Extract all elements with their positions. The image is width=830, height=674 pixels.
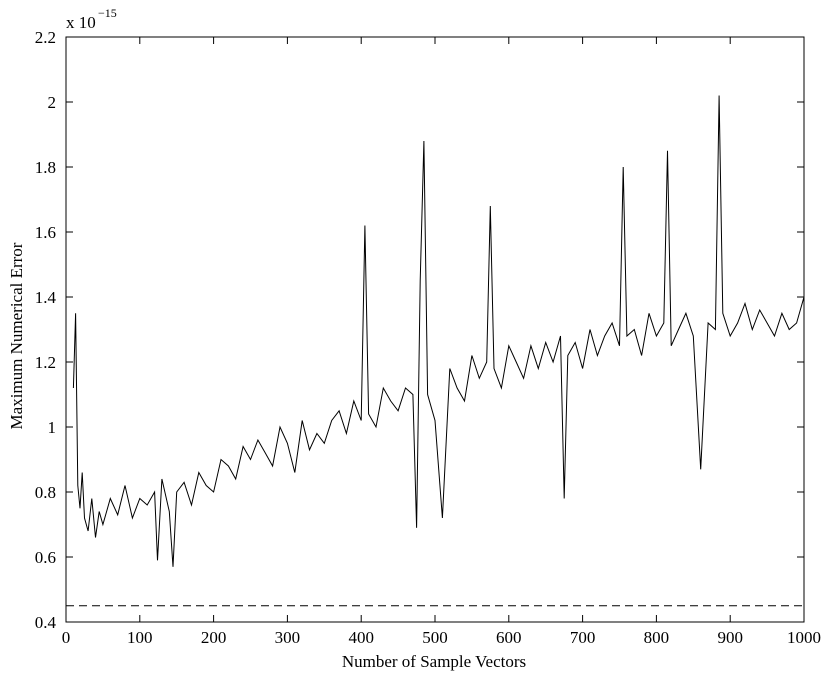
x-tick-label: 400 (348, 628, 374, 647)
x-tick-label: 500 (422, 628, 448, 647)
x-tick-label: 100 (127, 628, 153, 647)
y-tick-label: 2.2 (35, 28, 56, 47)
y-tick-label: 1 (48, 418, 57, 437)
tick-marks (65, 36, 805, 623)
x-tick-label: 0 (62, 628, 71, 647)
y-tick-label: 1.8 (35, 158, 56, 177)
x-tick-label: 900 (717, 628, 743, 647)
x-tick-label: 200 (201, 628, 227, 647)
x-tick-label: 1000 (787, 628, 821, 647)
y-axis-label: Maximum Numerical Error (7, 242, 26, 429)
x-tick-label: 600 (496, 628, 522, 647)
y-tick-label: 1.4 (35, 288, 57, 307)
y-tick-label: 1.2 (35, 353, 56, 372)
y-tick-label: 0.4 (35, 613, 57, 632)
y-tick-label: 2 (48, 93, 57, 112)
y-multiplier-exponent: −15 (98, 6, 117, 20)
x-tick-label: 800 (644, 628, 670, 647)
x-tick-label: 300 (275, 628, 301, 647)
y-tick-label: 1.6 (35, 223, 56, 242)
x-axis-label: Number of Sample Vectors (342, 652, 526, 671)
series-line-solid (72, 95, 805, 567)
x-tick-label: 700 (570, 628, 596, 647)
y-multiplier-label: x 10 (66, 13, 96, 32)
y-tick-label: 0.6 (35, 548, 56, 567)
tick-labels: 0 100 200 300 400 500 600 700 800 900 1000 0.4 0.6 0.… (35, 28, 821, 647)
y-tick-label: 0.8 (35, 483, 56, 502)
data-layer (66, 95, 805, 607)
